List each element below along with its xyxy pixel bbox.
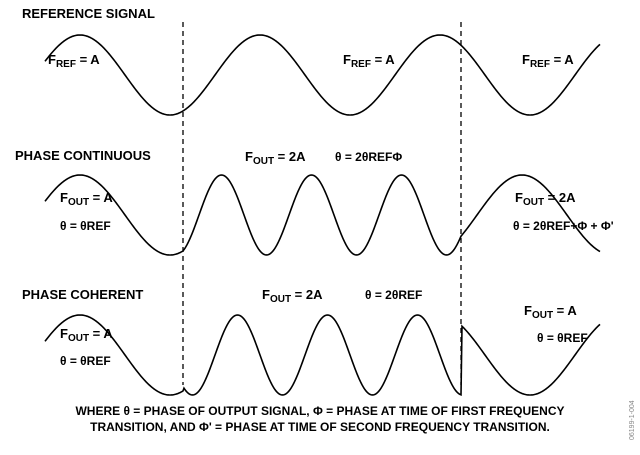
reference-wave [44, 34, 601, 116]
freq-label: FOUT = A [524, 303, 577, 321]
continuous-wave [44, 174, 601, 256]
phase-label: θ = 2θREF [365, 288, 422, 302]
freq-label: FOUT = A [60, 190, 113, 208]
phase-label: θ = θREF [60, 354, 111, 368]
phase-label: θ = θREF [60, 219, 111, 233]
caption: TRANSITION, AND Φ' = PHASE AT TIME OF SE… [90, 420, 550, 434]
freq-label: FOUT = 2A [262, 287, 323, 305]
section-title: REFERENCE SIGNAL [22, 6, 155, 21]
freq-label: FREF = A [522, 52, 574, 70]
freq-label: FREF = A [48, 52, 100, 70]
phase-label: θ = 2θREFΦ [335, 150, 402, 164]
caption: WHERE θ = PHASE OF OUTPUT SIGNAL, Φ = PH… [75, 404, 564, 418]
section-title: PHASE CONTINUOUS [15, 148, 151, 163]
freq-label: FOUT = 2A [245, 149, 306, 167]
coherent-wave [44, 314, 601, 396]
freq-label: FOUT = A [60, 326, 113, 344]
section-title: PHASE COHERENT [22, 287, 143, 302]
freq-label: FOUT = 2A [515, 190, 576, 208]
freq-label: FREF = A [343, 52, 395, 70]
figure-id: 06199-1-004 [629, 400, 636, 440]
phase-label: θ = 2θREF+Φ + Φ' [513, 219, 614, 233]
phase-label: θ = θREF [537, 331, 588, 345]
